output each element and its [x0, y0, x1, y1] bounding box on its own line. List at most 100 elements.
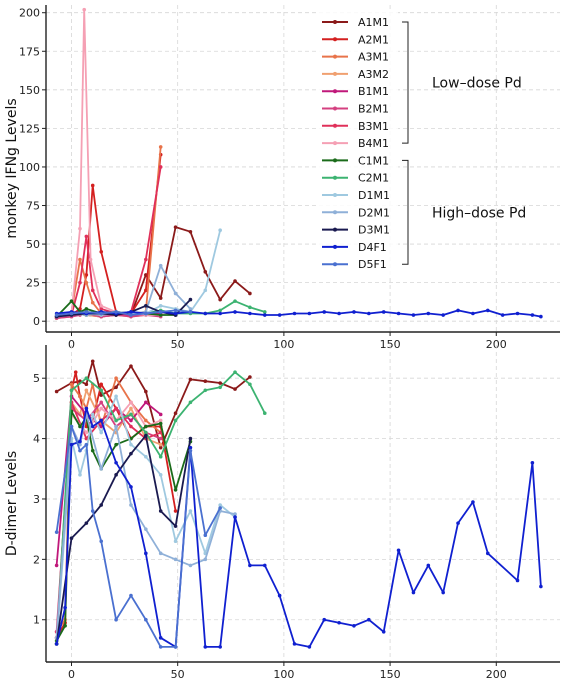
ddimer-point-d2m1 — [129, 503, 133, 507]
ddimer-x-tick-label: 50 — [171, 668, 185, 681]
ddimer-point-a3m2 — [84, 388, 89, 393]
ifng-series-a3m1 — [54, 145, 163, 319]
ifng-point-d5f1 — [173, 308, 178, 313]
ddimer-point-c1m1 — [63, 623, 67, 628]
ddimer-x-tick-label: 100 — [273, 668, 294, 681]
ifng-point-d4f1 — [500, 313, 505, 317]
legend-label: B2M1 — [358, 103, 389, 116]
ddimer-point-d4f1 — [90, 424, 95, 429]
ifng-point-d3m1 — [188, 297, 193, 302]
ifng-point-d4f1 — [539, 314, 543, 319]
legend-label: B1M1 — [358, 85, 389, 98]
ifng-y-axis-label: monkey IFNg Levels — [4, 98, 20, 238]
ddimer-point-d5f1 — [188, 448, 193, 453]
ddimer-point-d4f1 — [515, 578, 520, 583]
ifng-point-c2m1 — [218, 308, 222, 313]
ddimer-point-d4f1 — [456, 521, 460, 525]
ddimer-point-d5f1 — [203, 533, 208, 537]
ddimer-point-b1m1 — [129, 418, 133, 423]
ifng-point-d2m1 — [173, 291, 178, 296]
ifng-point-d2m1 — [188, 307, 193, 311]
ddimer-point-c2m1 — [84, 376, 89, 381]
ddimer-point-d4f1 — [158, 636, 163, 640]
ddimer-point-a3m1 — [144, 418, 148, 423]
ddimer-point-d4f1 — [485, 551, 490, 556]
ddimer-line-d3m1 — [55, 434, 192, 645]
legend-swatch-marker — [333, 106, 337, 111]
legend-label: C1M1 — [358, 154, 389, 167]
ifng-point-d4f1 — [530, 313, 535, 317]
ddimer-point-d5f1 — [114, 617, 118, 622]
ddimer-point-d4f1 — [99, 418, 104, 423]
ddimer-y-tick-label: 3 — [33, 493, 40, 506]
ifng-point-a1m1 — [188, 229, 193, 234]
ddimer-point-d5f1 — [90, 509, 95, 513]
ddimer-point-d5f1 — [144, 617, 148, 622]
ddimer-point-a1m1 — [90, 359, 95, 364]
ddimer-point-d1m1 — [90, 412, 95, 417]
ddimer-point-a3m2 — [129, 406, 133, 411]
legend-swatch-marker — [333, 37, 337, 42]
ifng-point-d1m1 — [203, 288, 208, 293]
ddimer-point-d1m1 — [114, 394, 118, 399]
ddimer-point-d5f1 — [84, 442, 89, 447]
ifng-point-d4f1 — [292, 311, 297, 316]
ddimer-point-d5f1 — [158, 645, 163, 649]
ddimer-point-a1m1 — [203, 379, 208, 384]
legend-swatch-marker — [333, 123, 337, 128]
legend-swatch-marker — [333, 89, 337, 94]
ifng-point-c2m1 — [262, 310, 267, 314]
ddimer-point-a1m1 — [218, 381, 222, 385]
legend-label: C2M1 — [358, 172, 389, 185]
ddimer-point-d4f1 — [218, 645, 222, 649]
ifng-line-b3m1 — [56, 166, 162, 318]
group-bracket-0: Low–dose Pd — [402, 21, 522, 144]
ddimer-point-d4f1 — [381, 630, 386, 634]
ifng-point-d3m1 — [144, 303, 148, 308]
legend-swatch-marker — [333, 262, 337, 267]
ifng-line-b4m1 — [56, 8, 161, 316]
ddimer-point-d4f1 — [144, 551, 148, 556]
ddimer-point-c1m1 — [144, 424, 148, 429]
ddimer-point-c2m1 — [173, 418, 178, 423]
legend-label: D3M1 — [358, 224, 390, 237]
legend-label: D5F1 — [358, 258, 387, 271]
legend-item-b4m1: B4M1 — [322, 137, 389, 150]
ddimer-point-d2m1 — [144, 527, 148, 531]
ddimer-point-d3m1 — [129, 451, 133, 456]
ifng-point-b3m1 — [158, 165, 163, 169]
ddimer-point-d4f1 — [441, 590, 445, 595]
ifng-point-d4f1 — [426, 311, 431, 316]
ddimer-line-b1m1 — [55, 395, 162, 566]
ddimer-series-d1m1 — [54, 394, 237, 646]
ddimer-point-d4f1 — [411, 590, 416, 595]
ddimer-point-d4f1 — [322, 617, 327, 622]
legend-label: D4F1 — [358, 241, 387, 254]
legend-item-d3m1: D3M1 — [322, 224, 390, 237]
ifng-series-a2m1 — [54, 152, 163, 320]
ddimer-line-a1m1 — [56, 360, 251, 449]
legend-label: A1M1 — [358, 16, 389, 29]
legend-label: D2M1 — [358, 206, 390, 219]
legend-label: A3M2 — [358, 68, 389, 81]
ddimer-point-d4f1 — [539, 584, 543, 589]
ifng-y-tick-label: 75 — [26, 200, 40, 213]
group-label: High–dose Pd — [432, 205, 526, 221]
ddimer-point-c1m1 — [173, 488, 178, 492]
group-label: Low–dose Pd — [432, 76, 522, 92]
ifng-point-c2m1 — [233, 299, 237, 303]
ddimer-series-d5f1 — [54, 424, 222, 649]
legend-item-a3m2: A3M2 — [322, 68, 389, 81]
ifng-point-d4f1 — [381, 310, 386, 314]
ddimer-point-c2m1 — [69, 388, 74, 393]
legend-item-d2m1: D2M1 — [322, 206, 390, 219]
ifng-point-a3m1 — [84, 280, 89, 285]
ifng-y-tick-label: 50 — [26, 238, 40, 251]
ddimer-point-b1m1 — [158, 412, 163, 417]
ifng-point-c1m1 — [158, 313, 163, 317]
ifng-point-a3m1 — [158, 145, 163, 149]
ifng-point-a1m1 — [248, 291, 252, 296]
ifng-point-d1m1 — [218, 228, 222, 232]
ddimer-point-d2m1 — [203, 557, 208, 562]
